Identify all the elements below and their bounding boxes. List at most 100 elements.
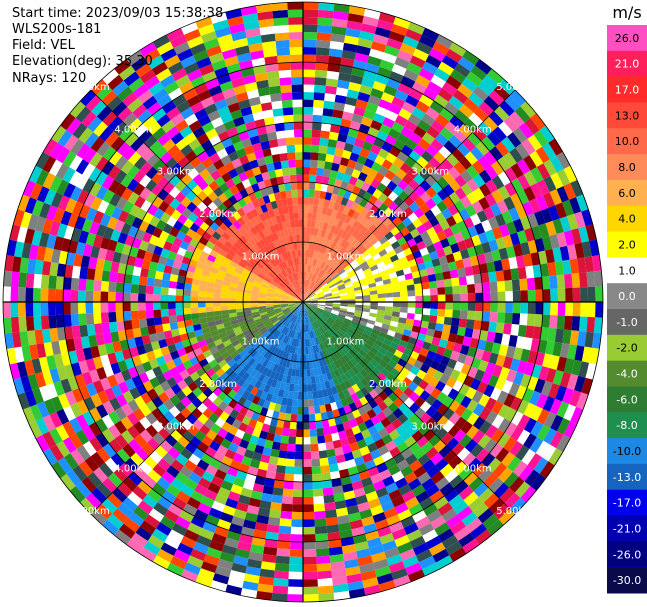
range-gate bbox=[326, 207, 334, 217]
range-gate bbox=[510, 178, 524, 194]
range-gate bbox=[521, 138, 536, 155]
range-gate bbox=[303, 287, 306, 295]
range-gate bbox=[307, 289, 313, 297]
range-gate bbox=[316, 167, 325, 177]
range-gate bbox=[313, 275, 318, 283]
range-gate bbox=[409, 132, 423, 145]
range-gate bbox=[515, 143, 530, 160]
range-gate bbox=[307, 212, 313, 220]
range-gate bbox=[310, 152, 319, 161]
range-gate bbox=[308, 292, 316, 298]
range-gate bbox=[365, 257, 375, 265]
range-gate bbox=[370, 294, 378, 299]
range-gate bbox=[457, 240, 468, 252]
range-gate bbox=[405, 278, 415, 286]
range-gate bbox=[426, 267, 436, 276]
colorbar-tick-label: 17.0 bbox=[615, 84, 640, 97]
range-gate bbox=[372, 33, 389, 46]
range-gate bbox=[353, 240, 362, 249]
range-gate bbox=[402, 173, 414, 185]
range-gate bbox=[423, 162, 436, 175]
range-gate bbox=[527, 134, 543, 151]
range-gate bbox=[303, 294, 306, 302]
range-gate bbox=[486, 261, 496, 273]
range-gate bbox=[374, 26, 392, 39]
range-gate bbox=[324, 247, 331, 256]
range-gate bbox=[411, 81, 427, 95]
range-gate bbox=[459, 248, 470, 260]
range-gate bbox=[476, 210, 488, 223]
range-gate bbox=[369, 264, 379, 272]
range-gate bbox=[533, 130, 549, 147]
range-gate bbox=[416, 224, 427, 235]
range-gate bbox=[361, 238, 370, 247]
range-gate bbox=[303, 122, 313, 130]
range-gate bbox=[311, 129, 322, 138]
range-gate bbox=[541, 276, 551, 290]
range-gate bbox=[323, 255, 330, 264]
range-gate bbox=[348, 217, 357, 227]
range-gate bbox=[435, 34, 453, 49]
range-gate bbox=[435, 212, 446, 224]
range-gate bbox=[311, 273, 316, 282]
range-gate bbox=[378, 98, 392, 111]
range-gate bbox=[495, 237, 506, 250]
range-gate bbox=[439, 127, 454, 141]
range-gate bbox=[449, 42, 467, 57]
range-gate bbox=[334, 94, 347, 104]
range-gate bbox=[318, 279, 325, 287]
range-gate bbox=[394, 56, 410, 70]
range-gate bbox=[478, 121, 493, 137]
range-gate bbox=[589, 239, 600, 257]
range-gate bbox=[317, 278, 324, 286]
range-gate bbox=[309, 273, 314, 281]
range-gate bbox=[324, 161, 333, 170]
range-gate bbox=[360, 164, 372, 176]
range-gate bbox=[425, 107, 440, 120]
range-gate bbox=[308, 280, 313, 289]
range-gate bbox=[320, 261, 326, 270]
range-gate bbox=[305, 242, 310, 250]
range-gate bbox=[340, 180, 349, 190]
range-gate bbox=[449, 269, 459, 279]
range-gate bbox=[370, 88, 384, 99]
range-gate bbox=[303, 77, 315, 85]
range-gate bbox=[359, 261, 368, 269]
range-gate bbox=[318, 145, 328, 154]
range-gate bbox=[330, 233, 338, 242]
range-gate bbox=[349, 74, 364, 85]
range-gate bbox=[322, 287, 330, 292]
range-gate bbox=[350, 248, 359, 257]
range-gate bbox=[326, 223, 333, 232]
range-gate bbox=[424, 174, 437, 187]
range-gate bbox=[329, 224, 337, 234]
range-gate bbox=[332, 186, 341, 196]
range-gate bbox=[406, 284, 415, 292]
range-gate bbox=[450, 69, 467, 84]
range-gate bbox=[312, 107, 324, 116]
range-gate bbox=[493, 259, 504, 272]
range-gate bbox=[340, 230, 348, 240]
range-gate bbox=[359, 147, 371, 159]
range-gate bbox=[454, 174, 467, 188]
range-gate bbox=[311, 137, 321, 146]
range-gate bbox=[344, 166, 355, 176]
range-gate bbox=[412, 48, 429, 62]
range-gate bbox=[329, 250, 336, 258]
range-gate bbox=[324, 292, 332, 297]
range-gate bbox=[313, 266, 319, 275]
range-gate bbox=[303, 92, 314, 100]
range-gate bbox=[370, 144, 382, 155]
range-gate bbox=[564, 273, 573, 289]
range-gate bbox=[337, 79, 350, 90]
range-gate bbox=[425, 198, 437, 210]
range-gate bbox=[304, 287, 307, 295]
range-gate bbox=[313, 99, 325, 109]
range-gate bbox=[310, 296, 318, 300]
range-gate bbox=[354, 178, 365, 189]
range-gate bbox=[540, 263, 550, 277]
range-gate bbox=[383, 257, 393, 266]
range-gate bbox=[485, 165, 498, 180]
range-gate bbox=[487, 68, 504, 85]
